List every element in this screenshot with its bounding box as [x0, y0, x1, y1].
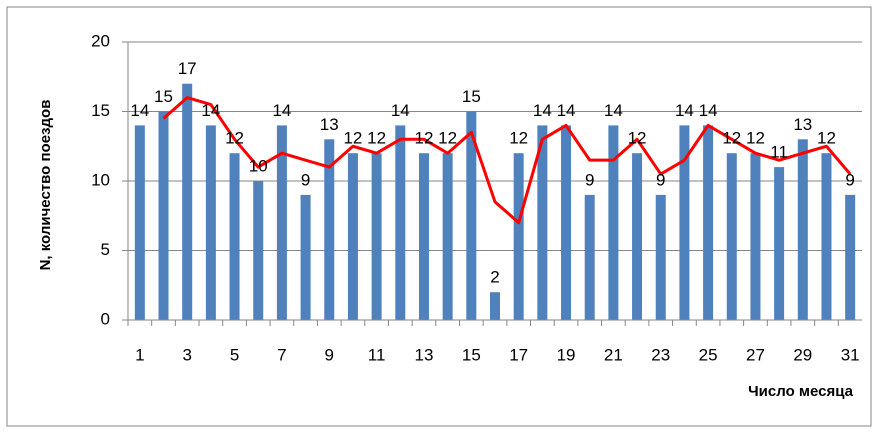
- data-label: 9: [845, 170, 854, 189]
- bar: [158, 111, 169, 320]
- data-label: 12: [746, 129, 765, 148]
- bar: [797, 139, 808, 320]
- data-label: 12: [415, 129, 434, 148]
- bar: [182, 83, 193, 320]
- x-tick-label: 25: [699, 345, 718, 364]
- bar: [655, 194, 666, 320]
- data-label: 15: [462, 87, 481, 106]
- x-tick-label: 19: [557, 345, 576, 364]
- bar: [821, 153, 832, 320]
- data-label: 13: [320, 115, 339, 134]
- data-label: 17: [178, 59, 197, 78]
- data-label: 13: [793, 115, 812, 134]
- bar: [442, 153, 453, 320]
- bar: [347, 153, 358, 320]
- bar: [418, 153, 429, 320]
- x-tick-label: 17: [509, 345, 528, 364]
- data-label: 12: [225, 129, 244, 148]
- bar: [205, 125, 216, 321]
- data-label: 14: [699, 101, 718, 120]
- bar: [632, 153, 643, 320]
- y-tick-label: 10: [91, 170, 110, 189]
- bar: [584, 194, 595, 320]
- data-label: 12: [438, 129, 457, 148]
- x-tick-label: 27: [746, 345, 765, 364]
- data-label: 11: [770, 143, 788, 162]
- data-label: 14: [675, 101, 694, 120]
- bar: [466, 111, 477, 320]
- data-label: 9: [585, 170, 594, 189]
- data-label: 12: [343, 129, 362, 148]
- x-tick-label: 7: [277, 345, 286, 364]
- y-tick-label: 0: [101, 309, 110, 328]
- data-label: 2: [490, 268, 499, 287]
- y-tick-label: 5: [101, 240, 110, 259]
- x-tick-label: 11: [368, 345, 386, 364]
- data-label: 14: [391, 101, 410, 120]
- data-label: 12: [817, 129, 836, 148]
- bar: [537, 125, 548, 321]
- bar: [726, 153, 737, 320]
- x-tick-label: 21: [604, 345, 623, 364]
- data-label: 12: [628, 129, 647, 148]
- bar: [774, 167, 785, 320]
- bar: [300, 194, 311, 320]
- data-label: 14: [604, 101, 623, 120]
- bar: [324, 139, 335, 320]
- y-axis-title: N, количество поездов: [37, 100, 54, 271]
- data-label: 14: [201, 101, 220, 120]
- x-tick-label: 15: [462, 345, 481, 364]
- y-tick-label: 20: [91, 31, 110, 50]
- x-tick-label: 3: [182, 345, 191, 364]
- bar: [253, 181, 264, 320]
- bar: [679, 125, 690, 321]
- bar: [395, 125, 406, 321]
- bar: [490, 292, 500, 320]
- data-label: 10: [249, 156, 268, 175]
- data-label: 14: [272, 101, 291, 120]
- x-tick-label: 23: [651, 345, 670, 364]
- x-tick-label: 5: [230, 345, 239, 364]
- data-label: 12: [722, 129, 741, 148]
- trend-line: [162, 96, 852, 225]
- data-label: 9: [656, 170, 665, 189]
- bar: [703, 125, 714, 321]
- data-label: 9: [301, 170, 310, 189]
- bar: [276, 125, 287, 321]
- bar: [608, 125, 619, 321]
- bar: [513, 153, 524, 320]
- data-label: 15: [154, 87, 173, 106]
- x-tick-label: 29: [793, 345, 812, 364]
- x-tick-label: 31: [841, 345, 860, 364]
- bar: [845, 194, 856, 320]
- x-tick-label: 1: [135, 345, 144, 364]
- bar: [229, 153, 240, 320]
- bar: [561, 125, 572, 321]
- bar: [134, 125, 145, 321]
- data-label: 14: [533, 101, 552, 120]
- bar: [750, 153, 761, 320]
- y-tick-label: 15: [91, 101, 110, 120]
- bar: [371, 153, 382, 320]
- data-label: 12: [367, 129, 386, 148]
- data-label: 14: [130, 101, 149, 120]
- data-label: 14: [557, 101, 576, 120]
- x-tick-label: 9: [325, 345, 334, 364]
- x-tick-label: 13: [415, 345, 434, 364]
- data-label: 12: [509, 129, 528, 148]
- x-axis-title: Число месяца: [748, 383, 854, 400]
